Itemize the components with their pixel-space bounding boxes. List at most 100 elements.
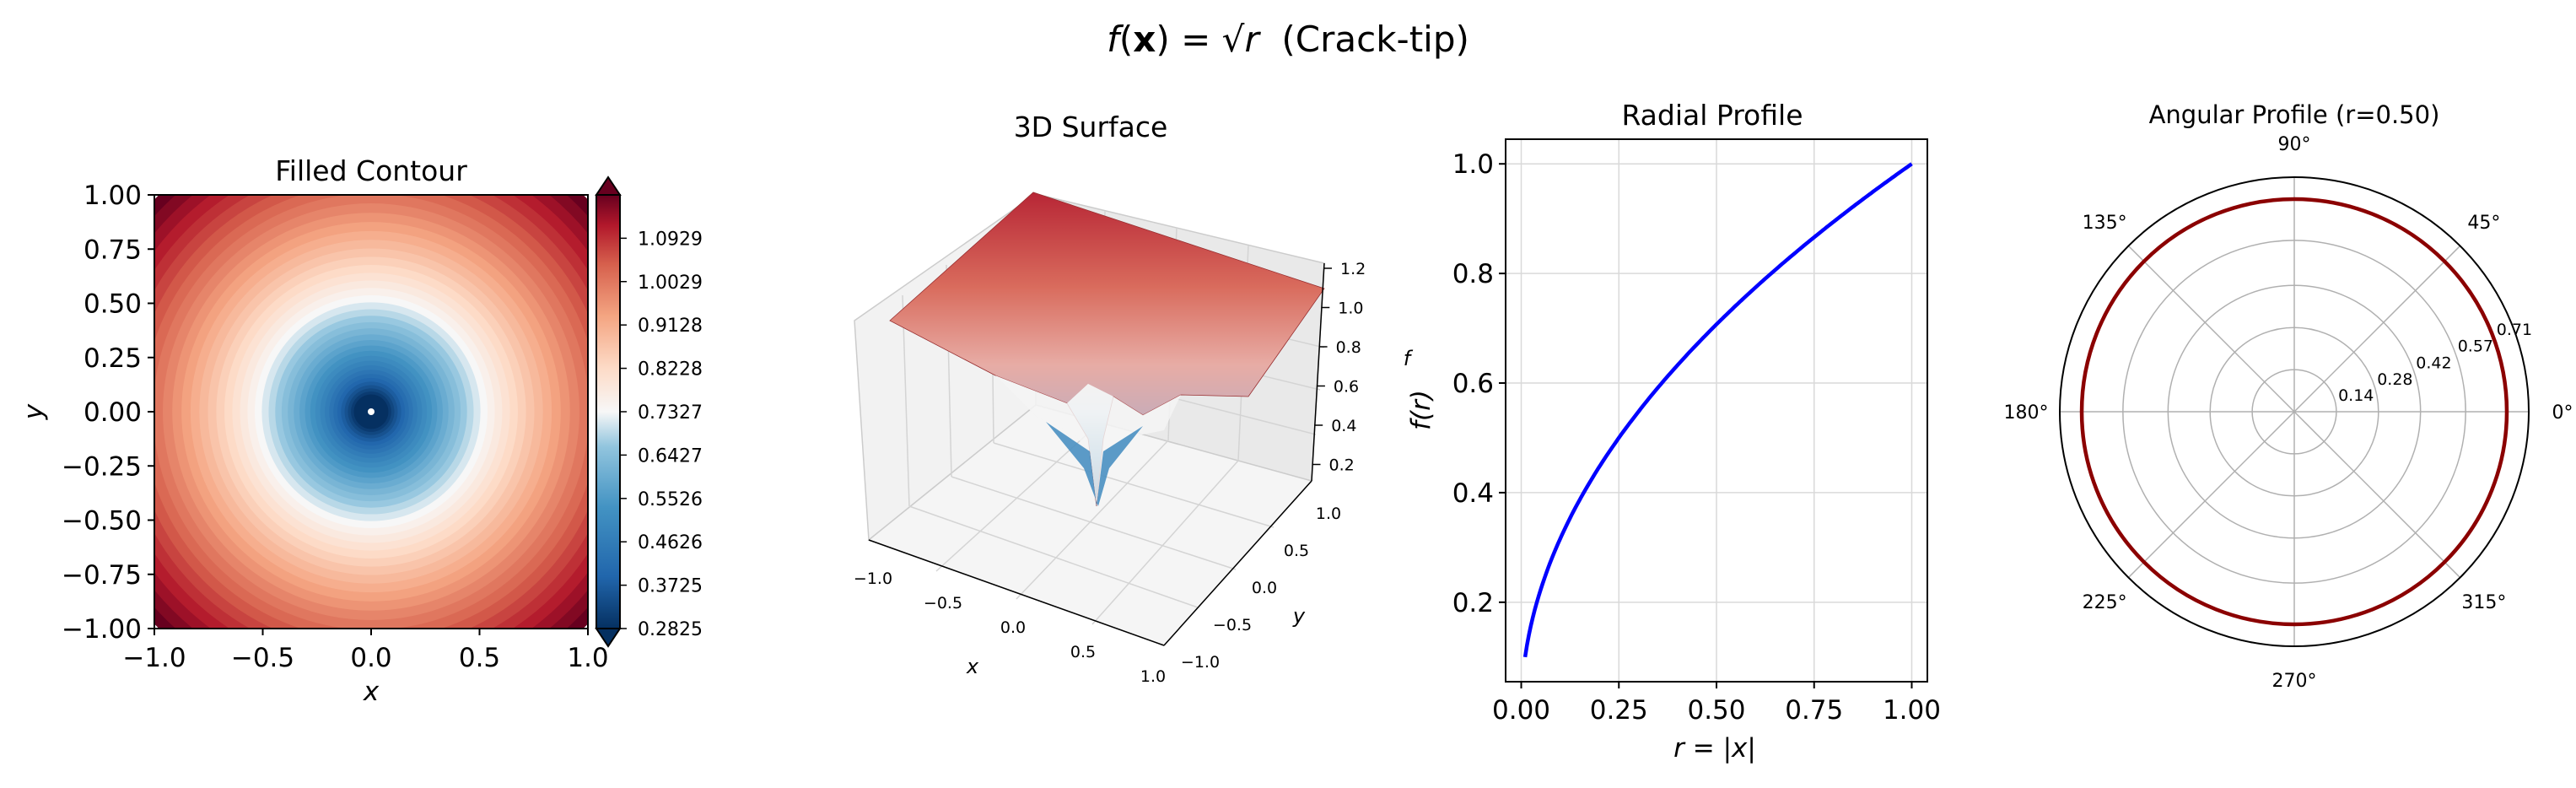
polar-angle-label: 315°	[2461, 592, 2506, 613]
contour-y-ticks: 1.00 0.75 0.50 0.25 0.00 −0.25 −0.50 −0.75 −1.00	[62, 181, 154, 645]
colorbar-tick-label: 0.9128	[638, 316, 703, 337]
polar-radial-label: 0.57	[2458, 337, 2493, 355]
radial-gridlines	[1506, 139, 1927, 682]
contour-title: Filled Contour	[275, 154, 467, 187]
surface-y-axis	[1163, 480, 1312, 646]
radial-xlabel: r = |x|	[1673, 733, 1756, 764]
colorbar-tick-label: 0.3725	[638, 576, 703, 597]
surface-ztick-label: 1.2	[1340, 260, 1366, 278]
surface-xtick-label: −1.0	[854, 569, 892, 588]
colorbar-body	[595, 194, 621, 629]
polar-radial-label: 0.28	[2377, 370, 2412, 389]
contour-ytick-label: −0.25	[62, 451, 142, 482]
polar-angle-label: 90°	[2278, 134, 2311, 155]
surface-ztick-label: 0.2	[1329, 456, 1355, 475]
surface-white-band	[995, 375, 1181, 506]
radial-ytick-label: 0.4	[1452, 478, 1494, 509]
surface-ztick-label: 1.0	[1338, 300, 1363, 318]
radial-x-ticks: 0.00 0.25 0.50 0.75 1.00	[1492, 682, 1941, 726]
contour-x-ticks: −1.0 −0.5 0.0 0.5 1.0	[122, 629, 609, 673]
surface-ytick-label: 0.5	[1284, 542, 1309, 560]
polar-outer-frame	[2059, 176, 2530, 647]
polar-angle-label: 180°	[2004, 402, 2049, 424]
surface-ztick-label: 0.8	[1336, 338, 1361, 357]
colorbar-ticks: 1.0929 1.0029 0.9128 0.8228 0.7327 0.6427 0.55…	[620, 229, 703, 640]
radial-xtick-label: 0.00	[1492, 695, 1550, 726]
panel-radial-profile: Radial Profile 0.00 0.25 0.50 0.75 1.00 1.0 0…	[1406, 99, 1941, 764]
figure-title: f(x) = √r (Crack-tip)	[1107, 19, 1469, 60]
contour-xtick-label: −1.0	[122, 643, 186, 673]
radial-xtick-label: 0.75	[1785, 695, 1843, 726]
contour-ytick-label: −0.50	[62, 506, 142, 537]
contour-ytick-label: 0.50	[84, 289, 142, 320]
panel-angular-profile: Angular Profile (r=0.50) 0° 45° 90° 135° 180…	[2004, 100, 2573, 692]
panel-3d-surface: 3D Surface 1.21.00.80	[854, 111, 1414, 686]
surface-ytick-label: 1.0	[1316, 505, 1341, 523]
polar-title: Angular Profile (r=0.50)	[2149, 100, 2440, 129]
radial-ytick-label: 0.2	[1452, 588, 1494, 618]
radial-curve	[1522, 162, 1913, 658]
contour-xlabel: x	[363, 677, 380, 707]
contour-ytick-label: 0.25	[84, 343, 142, 374]
contour-ytick-label: 0.75	[84, 235, 142, 265]
polar-spoke	[2293, 411, 2461, 579]
contour-xtick-label: 1.0	[567, 643, 608, 673]
contour-ytick-label: −0.75	[62, 560, 142, 591]
polar-radial-label: 0.71	[2497, 321, 2532, 339]
polar-radial-label: 0.14	[2338, 386, 2374, 405]
polar-angle-label: 45°	[2467, 213, 2500, 234]
surface-ytick-label: −0.5	[1213, 616, 1252, 634]
surface-title: 3D Surface	[1014, 111, 1168, 143]
crack-tip-marker	[368, 408, 375, 415]
colorbar-extend-min	[595, 628, 622, 648]
surface-xlabel: x	[966, 655, 979, 678]
surface-ytick-label: 0.0	[1252, 579, 1277, 597]
colorbar-tick-label: 1.0029	[638, 273, 703, 294]
colorbar-extend-max	[595, 175, 622, 196]
surface-ytick-label: −1.0	[1181, 653, 1220, 672]
surface-y-ticks: 1.0 0.5 0.0 −0.5 −1.0	[1181, 505, 1341, 672]
polar-radial-labels: 0.140.280.42 0.570.71	[2338, 321, 2532, 405]
contour-ylabel: y	[19, 403, 49, 420]
contour-xtick-label: 0.5	[459, 643, 500, 673]
colorbar-tick-label: 0.8228	[638, 359, 703, 381]
colorbar-tick-label: 0.5526	[638, 489, 703, 510]
colorbar: 1.0929 1.0029 0.9128 0.8228 0.7327 0.6427 0.55…	[595, 175, 703, 648]
surface-z-axis	[1311, 262, 1325, 482]
radial-title: Radial Profile	[1621, 99, 1803, 132]
colorbar-tick-label: 0.7327	[638, 402, 703, 424]
polar-radial-label: 0.42	[2416, 354, 2451, 373]
surface-ylabel: y	[1292, 604, 1306, 628]
colorbar-tick-label: 0.6427	[638, 445, 703, 467]
polar-profile-line	[2079, 197, 2509, 627]
contour-ytick-label: −1.00	[62, 614, 142, 645]
surface-xtick-label: −0.5	[924, 594, 962, 613]
polar-angle-labels: 0° 45° 90° 135° 180° 225° 270° 315°	[2004, 134, 2573, 692]
colorbar-tick-label: 1.0929	[638, 229, 703, 250]
surface-xtick-label: 1.0	[1140, 667, 1166, 686]
contour-ytick-label: 0.00	[84, 397, 142, 428]
surface-xtick-label: 0.5	[1070, 643, 1096, 661]
polar-spoke	[2293, 245, 2461, 413]
polar-grid	[2060, 177, 2529, 646]
surface-cusp	[1046, 422, 1143, 506]
polar-angle-label: 225°	[2083, 592, 2127, 613]
surface-z-ticks: 1.2 1.0 0.8 0.6 0.4 0.2	[1312, 260, 1366, 475]
surface-ztick-label: 0.6	[1334, 378, 1359, 397]
surface-shade	[890, 192, 1324, 415]
radial-xtick-label: 0.50	[1687, 695, 1745, 726]
surface-x-ticks: −1.0 −0.5 0.0 0.5 1.0	[854, 569, 1166, 686]
surface-ztick-label: 0.4	[1331, 417, 1356, 435]
polar-angle-label: 270°	[2272, 671, 2317, 692]
surface-zlabel: f	[1404, 347, 1414, 370]
contour-xtick-label: 0.0	[350, 643, 391, 673]
colorbar-tick-label: 0.2825	[638, 619, 703, 640]
surface-xtick-label: 0.0	[1000, 618, 1026, 637]
surface-x-axis	[868, 539, 1165, 646]
panel-filled-contour: Filled Contour −1.0 −0.5 0.0 0.5 1.0 1.00 0.7…	[19, 154, 703, 707]
polar-angle-label: 0°	[2552, 402, 2573, 424]
radial-ytick-label: 0.8	[1452, 259, 1494, 289]
contour-ytick-label: 1.00	[84, 181, 142, 211]
colorbar-tick-label: 0.4626	[638, 532, 703, 553]
radial-xtick-label: 0.25	[1590, 695, 1648, 726]
